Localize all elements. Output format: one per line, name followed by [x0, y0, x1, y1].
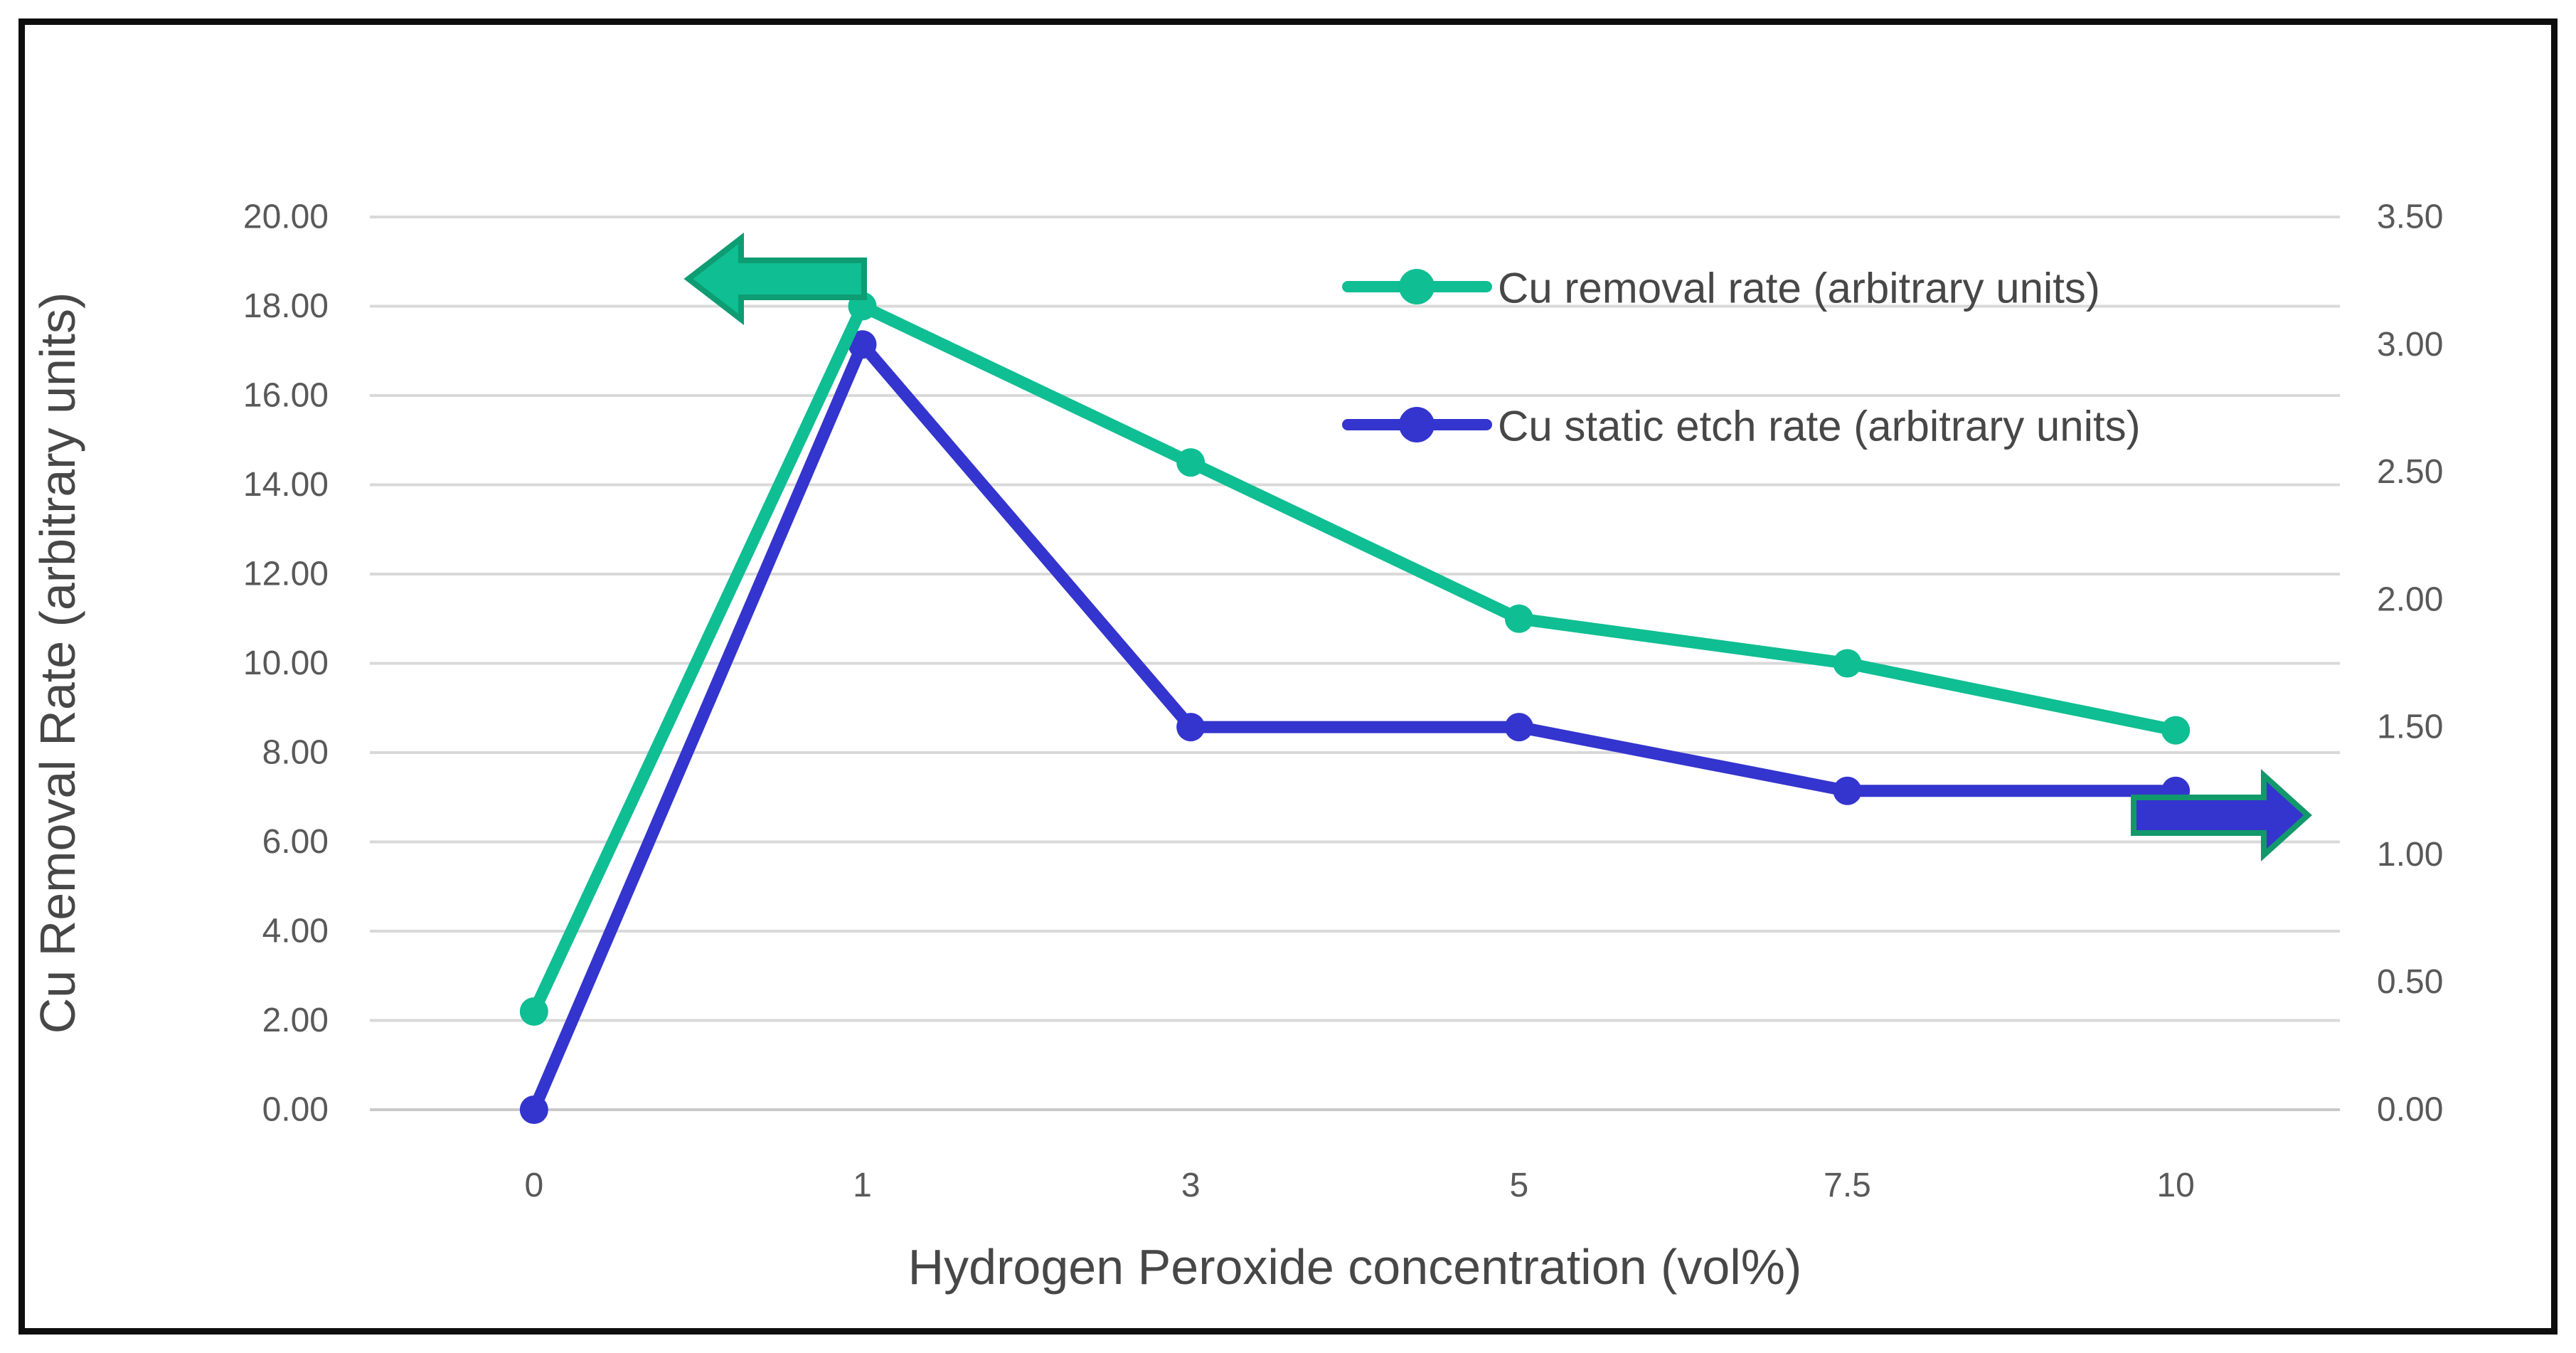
data-point-marker — [1833, 649, 1862, 678]
left-axis-tick-label: 4.00 — [262, 913, 329, 950]
legend-label-cu-static-etch-rate: Cu static etch rate (arbitrary units) — [1498, 403, 2141, 450]
legend-item-cu-static-etch-rate: Cu static etch rate (arbitrary units) — [1342, 403, 2141, 450]
data-point-marker — [519, 997, 548, 1026]
left-axis-tick-label: 20.00 — [243, 198, 329, 236]
data-point-marker — [1504, 604, 1533, 633]
series-line-cu-removal-rate — [528, 300, 2182, 1018]
data-point-marker — [1176, 448, 1205, 477]
x-axis-tick-label: 0 — [524, 1167, 543, 1204]
left-axis-tick-label: 10.00 — [243, 644, 329, 682]
data-point-marker — [1833, 776, 1862, 805]
left-axis-tick-label: 14.00 — [243, 466, 329, 504]
data-point-marker — [519, 1095, 548, 1124]
left-axis-tick-label: 0.00 — [262, 1091, 329, 1129]
x-axis-tick-label: 5 — [1509, 1167, 1528, 1204]
data-point-marker — [1504, 713, 1533, 742]
right-axis-tick-label: 3.00 — [2377, 326, 2443, 364]
right-axis-arrow-icon — [2131, 768, 2312, 862]
x-axis-tick-label: 1 — [853, 1167, 872, 1204]
x-axis-tick-label: 7.5 — [1824, 1167, 1871, 1204]
series-line-cu-static-etch-rate — [528, 338, 2182, 1116]
left-axis-tick-label: 12.00 — [243, 556, 329, 593]
left-axis-arrow-icon — [683, 232, 867, 326]
right-axis-tick-label: 0.00 — [2377, 1091, 2443, 1129]
right-axis-tick-label: 2.50 — [2377, 453, 2443, 491]
legend-item-cu-removal-rate: Cu removal rate (arbitrary units) — [1342, 265, 2100, 312]
right-axis-tick-labels: 3.50 3.00 2.50 2.00 1.50 1.00 0.50 0.00 — [2377, 198, 2443, 1129]
right-axis-tick-label: 1.50 — [2377, 709, 2443, 746]
annotations-layer — [683, 232, 2312, 862]
legend-label-cu-removal-rate: Cu removal rate (arbitrary units) — [1498, 265, 2100, 312]
gridlines — [370, 216, 2340, 1111]
left-axis-tick-labels: 20.00 18.00 16.00 14.00 12.00 10.00 8.00 6.00 4.… — [243, 198, 329, 1129]
data-point-marker — [2161, 716, 2191, 745]
x-axis-title: Hydrogen Peroxide concentration (vol%) — [908, 1239, 1802, 1295]
figure-border — [18, 18, 2558, 1335]
left-axis-tick-label: 8.00 — [262, 734, 329, 772]
right-axis-tick-label: 2.00 — [2377, 580, 2443, 618]
legend-marker-dot — [1399, 269, 1435, 304]
left-axis-tick-label: 16.00 — [243, 377, 329, 415]
x-axis-tick-label: 3 — [1181, 1167, 1201, 1204]
left-axis-tick-label: 18.00 — [243, 287, 329, 325]
y-axis-title: Cu Removal Rate (arbitrary units) — [30, 292, 85, 1034]
data-point-marker — [848, 330, 877, 359]
left-axis-tick-label: 2.00 — [262, 1002, 329, 1039]
right-axis-tick-label: 1.00 — [2377, 836, 2443, 874]
left-axis-tick-label: 6.00 — [262, 823, 329, 861]
right-axis-tick-label: 0.50 — [2377, 963, 2443, 1001]
legend-marker-dot — [1399, 407, 1435, 442]
data-point-marker — [1176, 713, 1205, 742]
x-axis-tick-label: 10 — [2156, 1167, 2194, 1204]
x-axis-tick-labels: 0 1 3 5 7.5 10 — [524, 1167, 2194, 1204]
right-axis-tick-label: 3.50 — [2377, 198, 2443, 236]
legend: Cu removal rate (arbitrary units) Cu sta… — [1342, 265, 2141, 450]
